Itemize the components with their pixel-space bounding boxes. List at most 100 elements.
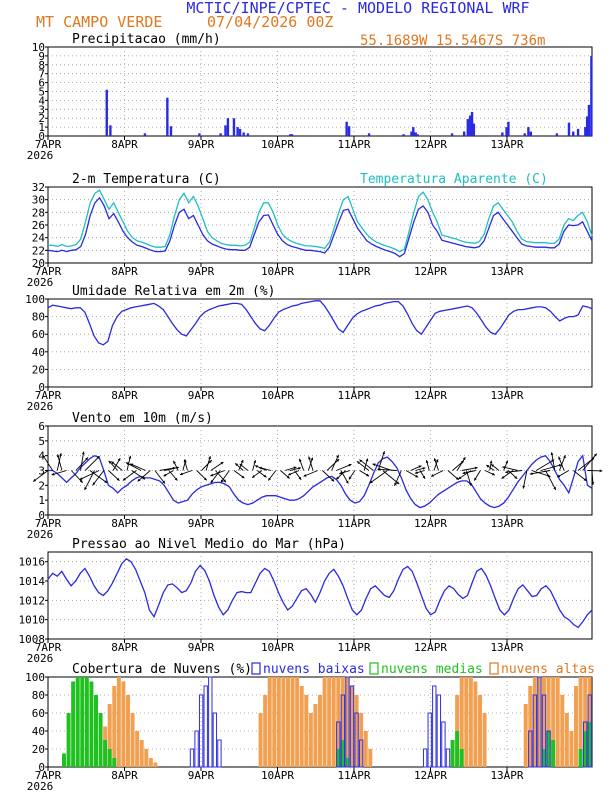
cloud-low-bar (582, 721, 588, 768)
legend-swatch (489, 662, 499, 675)
panel-title: Pressao ao Nivel Medio do Mar (hPa) (72, 537, 346, 552)
wind-arrow (42, 454, 54, 471)
y-tick-label: 100 (25, 293, 45, 306)
x-year-label: 2026 (27, 149, 54, 162)
cloud-high-bar (322, 677, 327, 767)
precip-bar (466, 119, 470, 136)
wind-arrow-head (486, 465, 490, 468)
x-year-label: 2026 (27, 528, 54, 541)
cloud-high-bar (327, 677, 332, 767)
cloud-low-bar (537, 676, 542, 768)
wind-arrow (84, 455, 100, 471)
panel-title: Cobertura de Nuvens (%) (72, 662, 252, 677)
wind-arrow-head (433, 458, 437, 462)
x-tick-label: 8APR (111, 265, 138, 278)
cloud-low-bar (445, 748, 451, 768)
y-tick-label: 60 (32, 707, 45, 720)
y-tick-label: 28 (32, 206, 45, 219)
precip-bar (232, 118, 236, 136)
wind-arrow-head (491, 472, 495, 476)
y-tick-label: 40 (32, 346, 45, 359)
cloud-high-bar (308, 713, 313, 767)
x-tick-label: 7APR (35, 389, 62, 402)
precip-bar (198, 133, 201, 136)
cloud-high-bar (546, 677, 551, 767)
panel-3: 0 20 40 60 80 100 7APR 8APR 9APR 10APR 11APR 12APR 1… (25, 284, 593, 413)
cloud-mid-bar (71, 681, 76, 767)
wind-arrow (137, 470, 151, 482)
cloud-mid-bar (98, 713, 103, 767)
cloud-high-bar (464, 677, 469, 767)
wind-arrow-head (137, 478, 141, 482)
cloud-mid-bar (455, 731, 460, 767)
wind-arrow (461, 467, 478, 471)
wind-arrow-head (357, 461, 360, 465)
wind-arrow-head (369, 480, 373, 484)
y-tick-label: 6 (38, 77, 45, 90)
wind-arrow-head (286, 475, 290, 479)
precip-bar (412, 127, 415, 136)
x-tick-label: 9APR (188, 769, 215, 782)
precip-bar (523, 133, 526, 136)
wind-arrow-head (239, 464, 243, 467)
cloud-mid-bar (94, 695, 98, 767)
wind-arrow-head (116, 477, 120, 481)
cloud-low-bar (432, 685, 437, 768)
x-tick-label: 8APR (111, 517, 138, 530)
y-tick-label: 4 (38, 94, 45, 107)
precip-bar (246, 133, 250, 136)
cloud-mid-bar (75, 677, 80, 767)
wind-arrow-head (458, 476, 462, 480)
x-tick-label: 10APR (261, 138, 294, 151)
cloud-mid-bar (340, 740, 345, 767)
cloud-low-bar (340, 694, 346, 768)
cloud-high-bar (478, 695, 482, 767)
cloud-mid-bar (62, 753, 66, 767)
wind-arrow-head (173, 460, 176, 464)
precip-bar (470, 111, 474, 136)
x-tick-label: 11APR (337, 769, 370, 782)
x-tick-label: 12APR (414, 265, 447, 278)
wind-arrow (582, 453, 598, 471)
wind-arrow (122, 470, 137, 481)
wind-arrow-head (563, 455, 566, 459)
cloud-high-bar (121, 681, 126, 767)
y-tick-label: 5 (38, 86, 45, 99)
cloud-high-bar (286, 677, 290, 767)
cloud-low-bar (189, 748, 195, 768)
y-tick-label: 20 (32, 257, 45, 270)
x-tick-label: 7APR (35, 769, 62, 782)
y-tick-label: 80 (32, 689, 45, 702)
y-tick-label: 20 (32, 743, 45, 756)
cloud-high-bar (304, 695, 309, 767)
cloud-low-bar (336, 721, 341, 768)
cloud-high-bar (331, 677, 336, 767)
wind-arrow-head (203, 477, 207, 481)
precip-bar (289, 134, 292, 136)
cloud-high-bar (569, 731, 574, 767)
cloud-high-bar (258, 713, 263, 767)
precip-bar (238, 128, 242, 136)
wind-arrow-head (336, 454, 339, 458)
wind-arrow-head (336, 459, 340, 462)
wind-arrow-head (288, 472, 292, 476)
cloud-high-bar (459, 677, 464, 767)
precip-bar (587, 104, 591, 136)
cloud-mid-bar (336, 749, 341, 767)
wind-arrow-head (599, 469, 603, 473)
x-tick-label: 8APR (111, 389, 138, 402)
wind-arrow-head (210, 480, 214, 484)
y-tick-label: 1008 (19, 633, 46, 646)
cloud-high-bar (290, 677, 295, 767)
cloud-mid-bar (542, 749, 546, 767)
cloud-low-bar (194, 730, 199, 768)
y-tick-label: 60 (32, 328, 45, 341)
wind-arrow-head (431, 474, 434, 477)
y-tick-label: 30 (32, 194, 45, 207)
wind-arrow (559, 455, 566, 471)
cloud-high-bar (537, 677, 542, 767)
cloud-high-bar (551, 677, 556, 767)
panel-frame (47, 551, 593, 640)
wind-arrow-head (348, 476, 352, 480)
